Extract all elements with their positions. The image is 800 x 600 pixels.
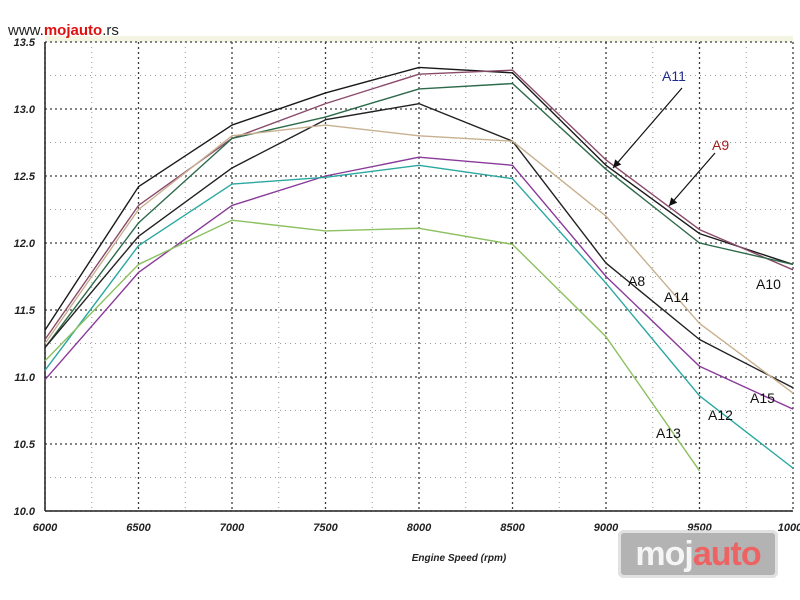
- annotation-label: A10: [756, 276, 781, 292]
- series-line: [44, 82, 794, 348]
- annotation-label: A9: [712, 137, 729, 153]
- watermark-part1: moj: [635, 534, 693, 573]
- y-tick-label: 13.0: [14, 104, 36, 116]
- x-tick-label: 7500: [313, 522, 338, 534]
- watermark-part2: auto: [692, 534, 762, 573]
- x-tick-label: 8500: [500, 522, 525, 534]
- x-tick-label: 9000: [594, 522, 619, 534]
- site-url-prefix: www.: [8, 22, 44, 39]
- series-line: [44, 219, 701, 472]
- watermark-logo: moj auto: [618, 530, 778, 578]
- annotation-arrowhead: [613, 159, 622, 168]
- series-line: [44, 102, 794, 389]
- x-tick-label: 10000: [778, 522, 800, 534]
- y-tick-label: 13.5: [14, 37, 36, 49]
- y-tick-label: 10.0: [14, 506, 36, 518]
- x-axis-title: Engine Speed (rpm): [412, 553, 507, 564]
- x-tick-label: 7000: [220, 522, 245, 534]
- series-line: [44, 69, 794, 340]
- annotation-label: A15: [750, 390, 775, 406]
- annotation-arrowhead: [669, 197, 678, 206]
- y-tick-label: 11.0: [14, 372, 35, 384]
- site-url: www.mojauto.rs: [8, 22, 119, 39]
- site-url-suffix: .rs: [102, 22, 119, 39]
- annotation-label: A14: [664, 289, 689, 305]
- annotation-arrow: [668, 152, 716, 207]
- x-tick-label: 8000: [407, 522, 432, 534]
- y-tick-label: 10.5: [14, 439, 36, 451]
- annotation-label: A11: [662, 68, 686, 84]
- y-tick-label: 11.5: [14, 305, 35, 317]
- annotation-label: A13: [656, 425, 681, 441]
- annotation-label: A12: [708, 407, 733, 423]
- annotation-arrow: [612, 87, 683, 169]
- series-line: [44, 66, 794, 331]
- series-line: [44, 124, 794, 394]
- y-tick-label: 12.5: [14, 171, 36, 183]
- annotation-label: A8: [628, 273, 645, 289]
- series-line: [44, 164, 794, 469]
- x-tick-label: 6000: [33, 522, 58, 534]
- y-tick-label: 12.0: [14, 238, 36, 250]
- x-tick-label: 6500: [126, 522, 151, 534]
- plot-top-band: [45, 36, 793, 42]
- site-url-brand: mojauto: [43, 22, 103, 39]
